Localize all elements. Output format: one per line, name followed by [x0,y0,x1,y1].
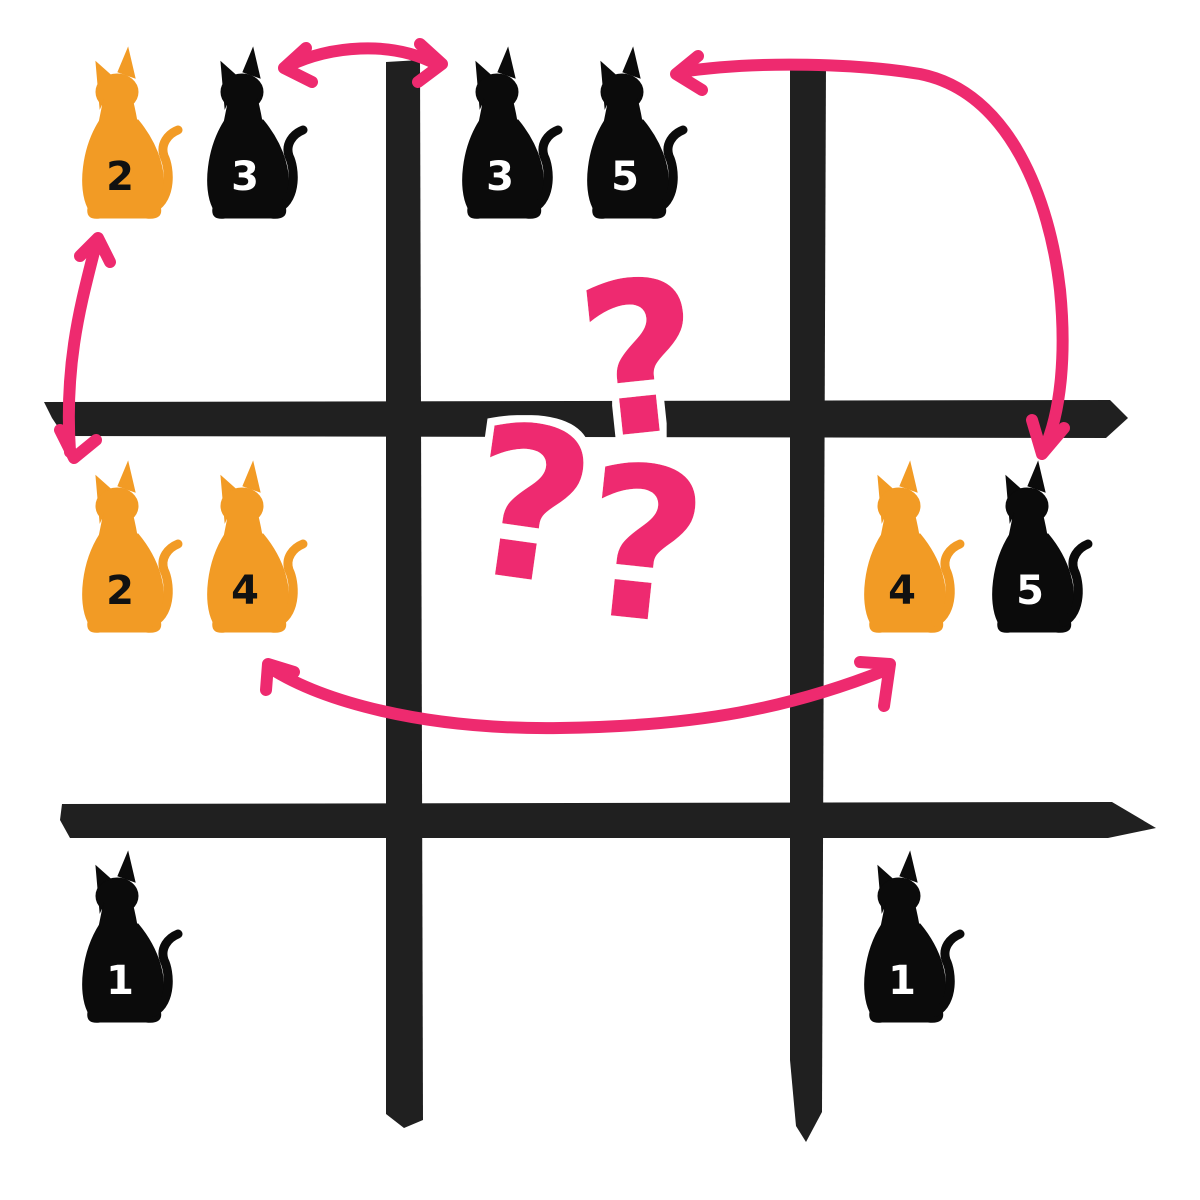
grid-line-horizontal-top [44,400,1128,438]
cat-orange-2-middle-left: 2 [83,462,178,632]
arrowhead-end [412,38,448,88]
arrowhead-end [1026,414,1070,460]
arrowhead-start [670,50,708,96]
arrow-top-middle-to-middle-right [670,50,1070,460]
cat-black-5-middle-right: 5 [993,462,1088,632]
cat-black-1-bottom-right: 1 [865,852,960,1022]
grid-line-vertical-left [386,60,423,1128]
cat-number: 5 [611,154,639,200]
cat-number: 1 [106,958,134,1004]
arrowhead-start [260,658,300,696]
question-mark: ? [570,418,717,674]
grid-line-horizontal-bottom [60,802,1156,838]
cat-number: 5 [1016,568,1044,614]
cat-number: 2 [106,568,134,614]
cat-orange-4-middle-right: 4 [865,462,960,632]
cat-number: 2 [106,154,134,200]
cat-orange-2-top-left: 2 [83,48,178,218]
arrowhead-end [854,656,896,712]
cat-number: 3 [231,154,259,200]
question-marks: ??? [453,232,717,674]
arrows [54,38,1070,735]
question-mark: ? [567,232,714,488]
cat-orange-4-middle-left: 4 [208,462,303,632]
arrowhead-start [278,42,318,88]
cat-number: 4 [231,568,259,614]
cats: 2 3 3 5 2 4 4 5 1 1 [83,48,1088,1022]
arrowhead-end [54,424,102,464]
cat-black-3-top-middle: 3 [463,48,558,218]
cat-number: 4 [888,568,916,614]
cat-black-5-top-middle: 5 [588,48,683,218]
arrow-middle-left-to-middle-right [260,656,896,735]
cat-number: 1 [888,958,916,1004]
arrowhead-start [74,232,116,268]
arrow-top-left-to-middle-left [54,232,116,464]
arrow-top-left-to-top-middle [278,38,448,88]
grid-line-vertical-right [790,60,826,1142]
cat-black-3-top-left: 3 [208,48,303,218]
cat-black-1-bottom-left: 1 [83,852,178,1022]
grid [44,60,1156,1142]
cat-number: 3 [486,154,514,200]
